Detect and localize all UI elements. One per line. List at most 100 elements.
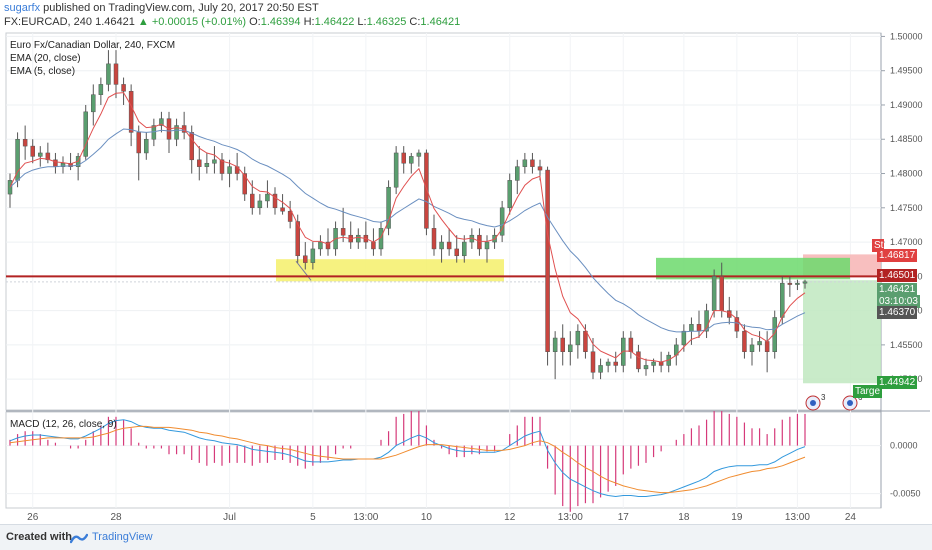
time-tick-label: 13:00 bbox=[558, 512, 583, 523]
last-price-label: 1.46421 bbox=[877, 283, 918, 296]
publish-line: sugarfx published on TradingView.com, Ju… bbox=[4, 2, 319, 14]
candle-up bbox=[462, 241, 467, 257]
published-text: published on TradingView.com, July 20, 2… bbox=[43, 2, 319, 14]
candle-down bbox=[68, 162, 73, 167]
candle-up bbox=[409, 156, 414, 164]
time-tick-label: 18 bbox=[678, 512, 690, 523]
time-tick-label: 19 bbox=[731, 512, 743, 523]
price-chart[interactable]: 1.50000 1.49500 1.49000 1.48500 1.48000 1.475… bbox=[0, 0, 932, 524]
candle-down bbox=[303, 255, 308, 263]
close-label: C: bbox=[409, 16, 421, 28]
candle-up bbox=[643, 365, 649, 370]
candle-down bbox=[734, 317, 740, 332]
candle-up bbox=[159, 118, 164, 126]
candle-down bbox=[719, 276, 724, 311]
event-count: 3 bbox=[821, 393, 826, 402]
ema5-line bbox=[9, 92, 806, 363]
candle-up bbox=[484, 241, 490, 250]
candle-down bbox=[295, 221, 300, 257]
macd-tick-label: -0.0050 bbox=[890, 489, 921, 499]
candle-up bbox=[499, 207, 505, 236]
stop-tag: St bbox=[872, 239, 884, 252]
candle-up bbox=[802, 281, 808, 284]
candle-down bbox=[242, 173, 247, 195]
candle-up bbox=[689, 324, 694, 332]
level-price-label: 1.46501 bbox=[877, 269, 918, 282]
price-tick-label: 1.48000 bbox=[890, 169, 923, 179]
legend-macd[interactable]: MACD (12, 26, close, 9) bbox=[10, 419, 117, 430]
chart-header: sugarfx published on TradingView.com, Ju… bbox=[0, 0, 932, 32]
price-tick-label: 1.49500 bbox=[890, 66, 923, 76]
candle-up bbox=[212, 159, 217, 164]
time-tick-label: 17 bbox=[618, 512, 630, 523]
candle-up bbox=[174, 125, 179, 140]
candle-up bbox=[681, 330, 687, 346]
candle-up bbox=[515, 166, 520, 181]
footer-created-text: Created with bbox=[6, 531, 73, 543]
candle-down bbox=[764, 341, 770, 352]
author-link[interactable]: sugarfx bbox=[4, 2, 41, 14]
target-zone bbox=[803, 280, 881, 384]
symbol[interactable]: FX:EURCAD, 240 bbox=[4, 16, 93, 28]
candle-down bbox=[128, 91, 134, 133]
candle-down bbox=[658, 361, 664, 366]
candle-down bbox=[613, 361, 618, 366]
time-tick-label: 24 bbox=[845, 512, 857, 523]
candle-down bbox=[530, 159, 535, 167]
candle-up bbox=[60, 162, 66, 167]
price-tick-label: 1.45500 bbox=[890, 340, 923, 350]
candle-up bbox=[257, 200, 263, 209]
candle-down bbox=[280, 207, 285, 212]
time-tick-label: 10 bbox=[421, 512, 433, 523]
footer: Created with TradingView bbox=[0, 524, 932, 550]
candle-down bbox=[113, 63, 119, 85]
candle-up bbox=[780, 282, 785, 318]
candle-up bbox=[386, 186, 391, 229]
high-value: 1.46422 bbox=[314, 16, 355, 28]
event-badge-1[interactable]: 3 bbox=[805, 393, 826, 411]
macd-tick-label: 0.0000 bbox=[890, 441, 918, 451]
close-price-label: 1.46370 bbox=[877, 306, 918, 319]
candle-down bbox=[189, 132, 194, 161]
candle-up bbox=[91, 94, 96, 113]
candle-up bbox=[757, 341, 762, 346]
candle-down bbox=[22, 138, 28, 147]
candle-up bbox=[651, 361, 656, 366]
candle-down bbox=[197, 159, 202, 167]
high-label: H: bbox=[303, 16, 315, 28]
candle-up bbox=[795, 282, 800, 285]
candle-down bbox=[121, 84, 126, 92]
legend-ema20[interactable]: EMA (20, close) bbox=[10, 53, 81, 64]
candle-down bbox=[628, 337, 634, 352]
low-label: L: bbox=[357, 16, 367, 28]
target-price-label: 1.44942 bbox=[877, 376, 918, 389]
symbol-line: FX:EURCAD, 240 1.46421 ▲ +0.00015 (+0.01… bbox=[4, 16, 460, 28]
countdown-label: 03:10:03 bbox=[877, 295, 920, 308]
event-dot-icon bbox=[847, 400, 853, 406]
price-tick-label: 1.47500 bbox=[890, 203, 923, 213]
time-tick-label: Jul bbox=[223, 512, 236, 523]
candle-up bbox=[439, 241, 444, 250]
legend-ema5[interactable]: EMA (5, close) bbox=[10, 66, 76, 77]
last-price: 1.46421 bbox=[95, 16, 135, 28]
open-value: 1.46394 bbox=[260, 16, 301, 28]
candle-down bbox=[340, 228, 346, 236]
candle-up bbox=[393, 152, 399, 188]
legend-title: Euro Fx/Canadian Dollar, 240, FXCM bbox=[10, 40, 176, 51]
up-arrow-icon: ▲ bbox=[137, 16, 149, 28]
candle-down bbox=[371, 241, 376, 250]
change-value: +0.00015 (+0.01%) bbox=[151, 16, 247, 28]
candle-up bbox=[106, 63, 111, 85]
candle-down bbox=[45, 152, 51, 161]
candle-down bbox=[431, 228, 437, 250]
candle-down bbox=[454, 248, 459, 257]
footer-brand-link[interactable]: TradingView bbox=[92, 531, 153, 543]
ema20-line bbox=[9, 128, 806, 333]
candle-down bbox=[219, 159, 225, 174]
candle-down bbox=[325, 241, 331, 250]
tradingview-logo-icon[interactable] bbox=[69, 532, 89, 547]
candle-down bbox=[477, 234, 482, 250]
stop-price-label: 1.46817 bbox=[877, 249, 918, 262]
candle-up bbox=[318, 241, 323, 250]
candle-down bbox=[287, 210, 293, 222]
